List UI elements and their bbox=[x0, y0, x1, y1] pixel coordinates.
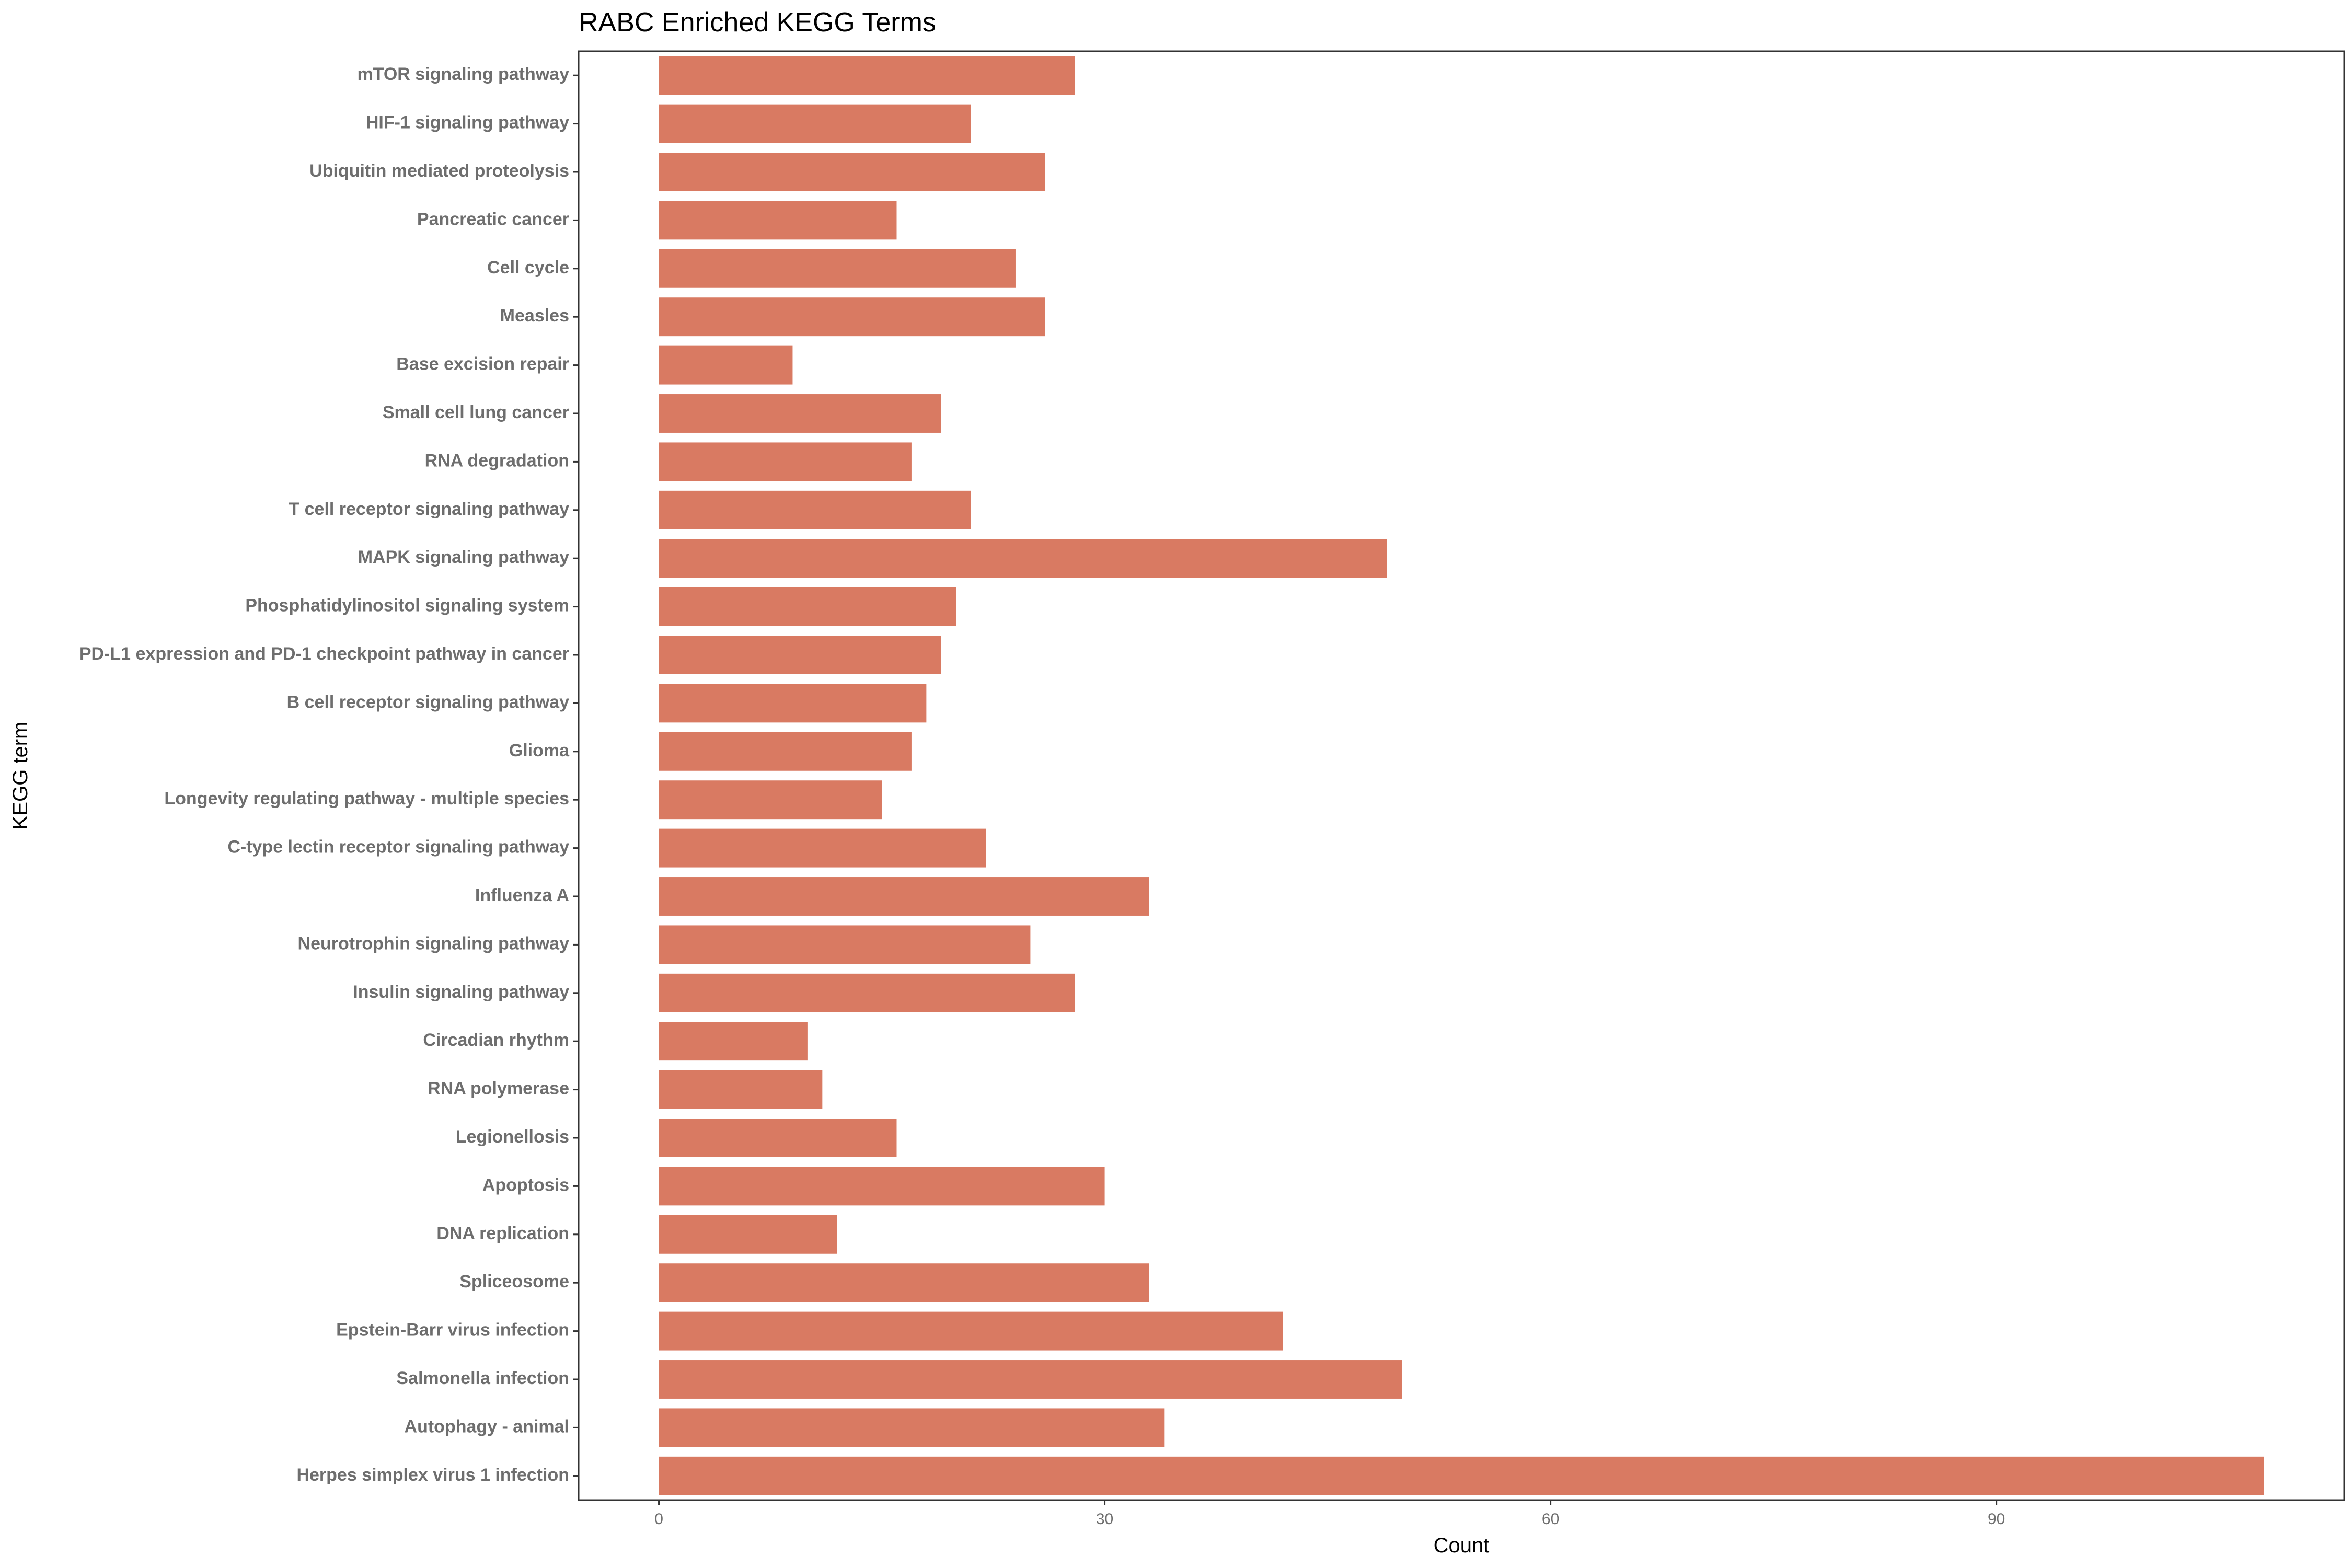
category-label: Cell cycle bbox=[487, 258, 569, 278]
bar bbox=[659, 828, 986, 868]
bar bbox=[659, 1022, 808, 1061]
category-label: HIF-1 signaling pathway bbox=[366, 113, 569, 133]
bar bbox=[659, 684, 927, 723]
x-tick-label: 30 bbox=[1096, 1511, 1113, 1528]
bar bbox=[659, 1215, 837, 1254]
category-label: Epstein-Barr virus infection bbox=[336, 1320, 569, 1340]
category-label: Glioma bbox=[509, 741, 570, 760]
category-label: Apoptosis bbox=[482, 1175, 569, 1195]
bar bbox=[659, 1167, 1105, 1206]
bar bbox=[659, 1456, 2264, 1495]
category-label: Herpes simplex virus 1 infection bbox=[296, 1465, 569, 1485]
bar bbox=[659, 394, 941, 433]
category-label: MAPK signaling pathway bbox=[358, 547, 569, 567]
bar bbox=[659, 249, 1016, 288]
category-label: Pancreatic cancer bbox=[417, 209, 569, 229]
category-label: Spliceosome bbox=[459, 1272, 569, 1292]
category-label: PD-L1 expression and PD-1 checkpoint pat… bbox=[79, 644, 569, 664]
category-labels: mTOR signaling pathway HIF-1 signaling pa… bbox=[79, 64, 579, 1485]
bar bbox=[659, 636, 941, 674]
x-axis-title: Count bbox=[1434, 1534, 1490, 1557]
category-label: RNA polymerase bbox=[428, 1079, 569, 1099]
category-label: C-type lectin receptor signaling pathway bbox=[227, 837, 569, 857]
bar bbox=[659, 973, 1075, 1012]
bar bbox=[659, 153, 1045, 191]
bar bbox=[659, 201, 897, 240]
x-axis-ticks: 0 30 60 90 bbox=[654, 1500, 2005, 1528]
bar bbox=[659, 442, 912, 481]
category-label: mTOR signaling pathway bbox=[357, 64, 569, 84]
category-label: Ubiquitin mediated proteolysis bbox=[309, 161, 569, 181]
category-label: Salmonella infection bbox=[396, 1368, 569, 1388]
bar bbox=[659, 925, 1031, 964]
bar bbox=[659, 56, 1075, 95]
category-label: DNA replication bbox=[436, 1224, 569, 1243]
x-tick-label: 60 bbox=[1542, 1511, 1559, 1528]
category-label: T cell receptor signaling pathway bbox=[289, 499, 569, 519]
bar bbox=[659, 104, 971, 143]
bar bbox=[659, 1360, 1402, 1399]
category-label: Influenza A bbox=[475, 885, 569, 905]
bar bbox=[659, 732, 912, 771]
bar bbox=[659, 1408, 1165, 1447]
category-label: Circadian rhythm bbox=[423, 1030, 569, 1050]
bar bbox=[659, 297, 1045, 337]
chart-title: RABC Enriched KEGG Terms bbox=[579, 7, 936, 38]
category-label: Measles bbox=[500, 306, 569, 326]
bar bbox=[659, 1311, 1283, 1351]
bar bbox=[659, 587, 956, 626]
bar bbox=[659, 1119, 897, 1157]
bar bbox=[659, 490, 971, 529]
category-label: Insulin signaling pathway bbox=[353, 982, 569, 1002]
category-label: Longevity regulating pathway - multiple … bbox=[164, 789, 569, 809]
bar bbox=[659, 1070, 823, 1109]
x-tick-label: 90 bbox=[1988, 1511, 2005, 1528]
plot-panel bbox=[578, 50, 2345, 1501]
category-label: Autophagy - animal bbox=[405, 1416, 569, 1436]
category-label: Base excision repair bbox=[396, 354, 569, 374]
bar bbox=[659, 345, 793, 385]
x-tick-label: 0 bbox=[654, 1511, 663, 1528]
bar bbox=[659, 1263, 1149, 1302]
bars-group bbox=[659, 56, 2264, 1495]
bar bbox=[659, 539, 1387, 578]
category-label: Legionellosis bbox=[456, 1127, 569, 1147]
category-label: Neurotrophin signaling pathway bbox=[298, 933, 570, 953]
bar bbox=[659, 780, 882, 820]
category-label: Phosphatidylinositol signaling system bbox=[245, 596, 569, 616]
category-label: RNA degradation bbox=[425, 451, 569, 470]
bar bbox=[659, 877, 1149, 916]
category-label: B cell receptor signaling pathway bbox=[287, 692, 569, 712]
category-label: Small cell lung cancer bbox=[383, 402, 569, 422]
y-axis-title: KEGG term bbox=[9, 722, 32, 830]
